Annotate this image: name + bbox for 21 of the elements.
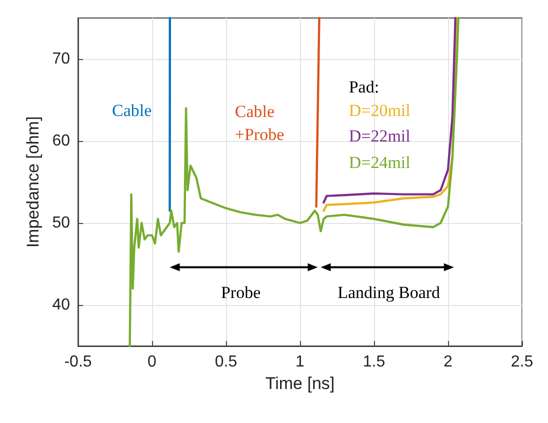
annotation: Pad: (348, 77, 380, 96)
x-tick-label: 2 (444, 354, 453, 370)
text: D=20mil (348, 101, 411, 120)
text: D=22mil (348, 126, 411, 146)
x-tick-label: 1 (296, 354, 305, 370)
x-tick-label: -0.5 (64, 354, 92, 370)
annotation: Probe (220, 283, 261, 302)
y-tick-label: 40 (52, 296, 70, 314)
y-axis-title: Impedance [ohm] (23, 116, 42, 248)
series-label: Cable +Probe (234, 102, 284, 144)
annotation: Landing Board (338, 283, 441, 302)
y-tick-label: 60 (52, 132, 70, 150)
x-axis-title: Time [ns] (265, 374, 335, 393)
x-tick-label: 0.5 (214, 354, 238, 370)
x-tick-label: 1.5 (362, 354, 386, 370)
y-tick-label: 70 (52, 50, 70, 68)
text: D=24mil (348, 152, 411, 172)
series-label: Cable (112, 101, 152, 120)
x-tick-label: 2.5 (510, 354, 534, 370)
y-tick-label: 50 (52, 214, 70, 232)
x-tick-label: 0 (148, 354, 157, 370)
